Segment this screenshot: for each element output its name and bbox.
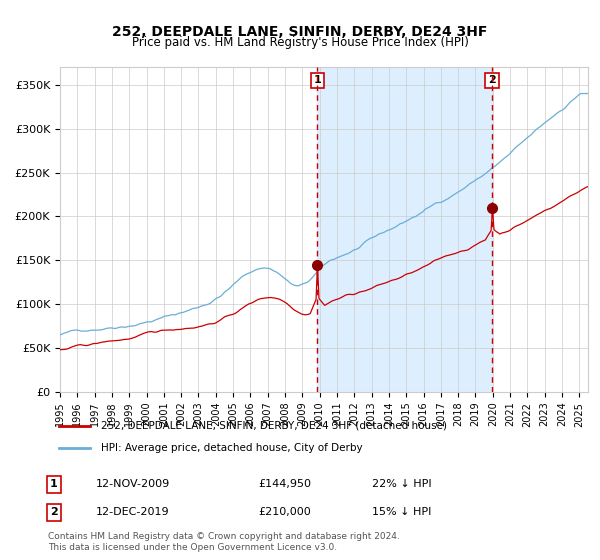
Text: 1: 1 [50,479,58,489]
Text: 22% ↓ HPI: 22% ↓ HPI [372,479,431,489]
Text: £144,950: £144,950 [258,479,311,489]
Text: Contains HM Land Registry data © Crown copyright and database right 2024.
This d: Contains HM Land Registry data © Crown c… [48,532,400,552]
Text: Price paid vs. HM Land Registry's House Price Index (HPI): Price paid vs. HM Land Registry's House … [131,36,469,49]
Text: £210,000: £210,000 [258,507,311,517]
Text: 1: 1 [314,76,321,85]
Text: 252, DEEPDALE LANE, SINFIN, DERBY, DE24 3HF: 252, DEEPDALE LANE, SINFIN, DERBY, DE24 … [112,25,488,39]
Text: 2: 2 [50,507,58,517]
Bar [317,67,492,392]
Text: 12-NOV-2009: 12-NOV-2009 [96,479,170,489]
Text: HPI: Average price, detached house, City of Derby: HPI: Average price, detached house, City… [101,443,362,453]
Text: 252, DEEPDALE LANE, SINFIN, DERBY, DE24 3HF (detached house): 252, DEEPDALE LANE, SINFIN, DERBY, DE24 … [101,421,447,431]
Text: 2: 2 [488,76,496,85]
Text: 15% ↓ HPI: 15% ↓ HPI [372,507,431,517]
Text: 12-DEC-2019: 12-DEC-2019 [96,507,170,517]
